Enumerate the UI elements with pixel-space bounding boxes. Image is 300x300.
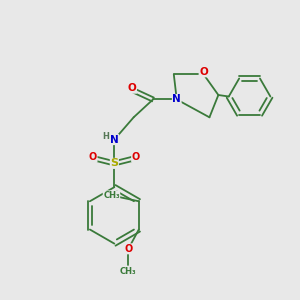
Text: O: O: [89, 152, 97, 161]
Text: O: O: [199, 67, 208, 77]
Text: N: N: [172, 94, 181, 104]
Text: CH₃: CH₃: [103, 191, 120, 200]
Text: N: N: [110, 135, 119, 145]
Text: O: O: [124, 244, 133, 254]
Text: O: O: [132, 152, 140, 161]
Text: H: H: [103, 131, 110, 140]
Text: S: S: [110, 158, 118, 168]
Text: O: O: [128, 83, 136, 93]
Text: CH₃: CH₃: [120, 267, 137, 276]
